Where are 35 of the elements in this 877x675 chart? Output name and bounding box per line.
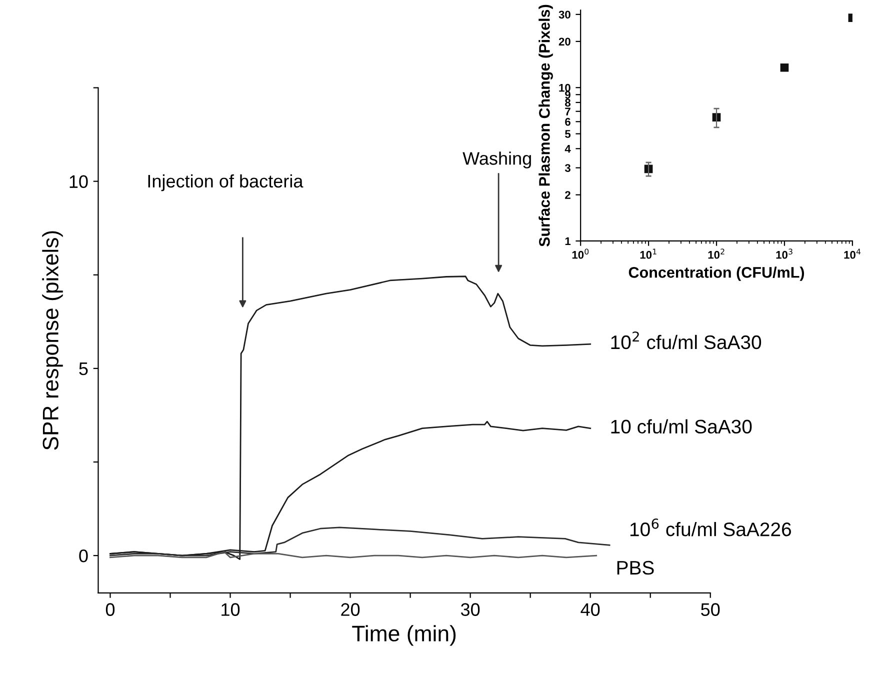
y-axis-title: SPR response (pixels): [42, 231, 63, 450]
y-tick-label: 1: [565, 237, 571, 245]
x-tick-label: 20: [341, 603, 360, 616]
annotation: Washing: [462, 152, 531, 168]
y-tick-label: 3: [564, 164, 570, 172]
x-axis-title: Time (min): [352, 625, 456, 646]
x-tick-label: 40: [580, 603, 600, 616]
y-tick-label: 10: [559, 84, 570, 92]
y-tick-label: 30: [558, 10, 570, 19]
y-tick-label: 20: [558, 38, 570, 46]
y-tick-label: 5: [565, 130, 571, 138]
series-label: PBS: [617, 560, 654, 575]
y-axis-title: Surface Plasmon Change (Pixels): [538, 4, 553, 247]
x-tick-label: 10$^{0}$: [572, 248, 589, 259]
x-tick-label: 0: [106, 603, 115, 616]
y-tick-label: 4: [564, 145, 571, 153]
x-tick-label: 10$^{3}$: [776, 248, 792, 259]
y-tick-label: 10: [70, 175, 88, 188]
y-tick-label: 7: [565, 108, 570, 116]
x-tick-label: 50: [701, 603, 720, 616]
series-label: 10 cfu/ml SaA30: [611, 419, 752, 434]
x-tick-label: 10$^{2}$: [708, 248, 724, 259]
y-tick-label: 2: [565, 191, 570, 199]
x-tick-label: 10$^{4}$: [844, 248, 861, 259]
x-tick-label: 10$^{1}$: [640, 248, 656, 259]
series-label: 10$^{2}$ cfu/ml SaA30: [611, 331, 762, 350]
y-tick-label: 5: [79, 362, 88, 376]
y-tick-label: 6: [565, 118, 570, 126]
series-label: 10$^{6}$ cfu/ml SaA226: [630, 518, 791, 536]
x-tick-label: 30: [460, 603, 480, 616]
y-tick-label: 8: [565, 98, 571, 107]
x-axis-title: Concentration (CFU/mL): [628, 266, 804, 281]
x-tick-label: 10: [222, 603, 240, 616]
y-tick-label: 0: [79, 549, 88, 562]
annotation: Injection of bacteria: [148, 174, 304, 192]
